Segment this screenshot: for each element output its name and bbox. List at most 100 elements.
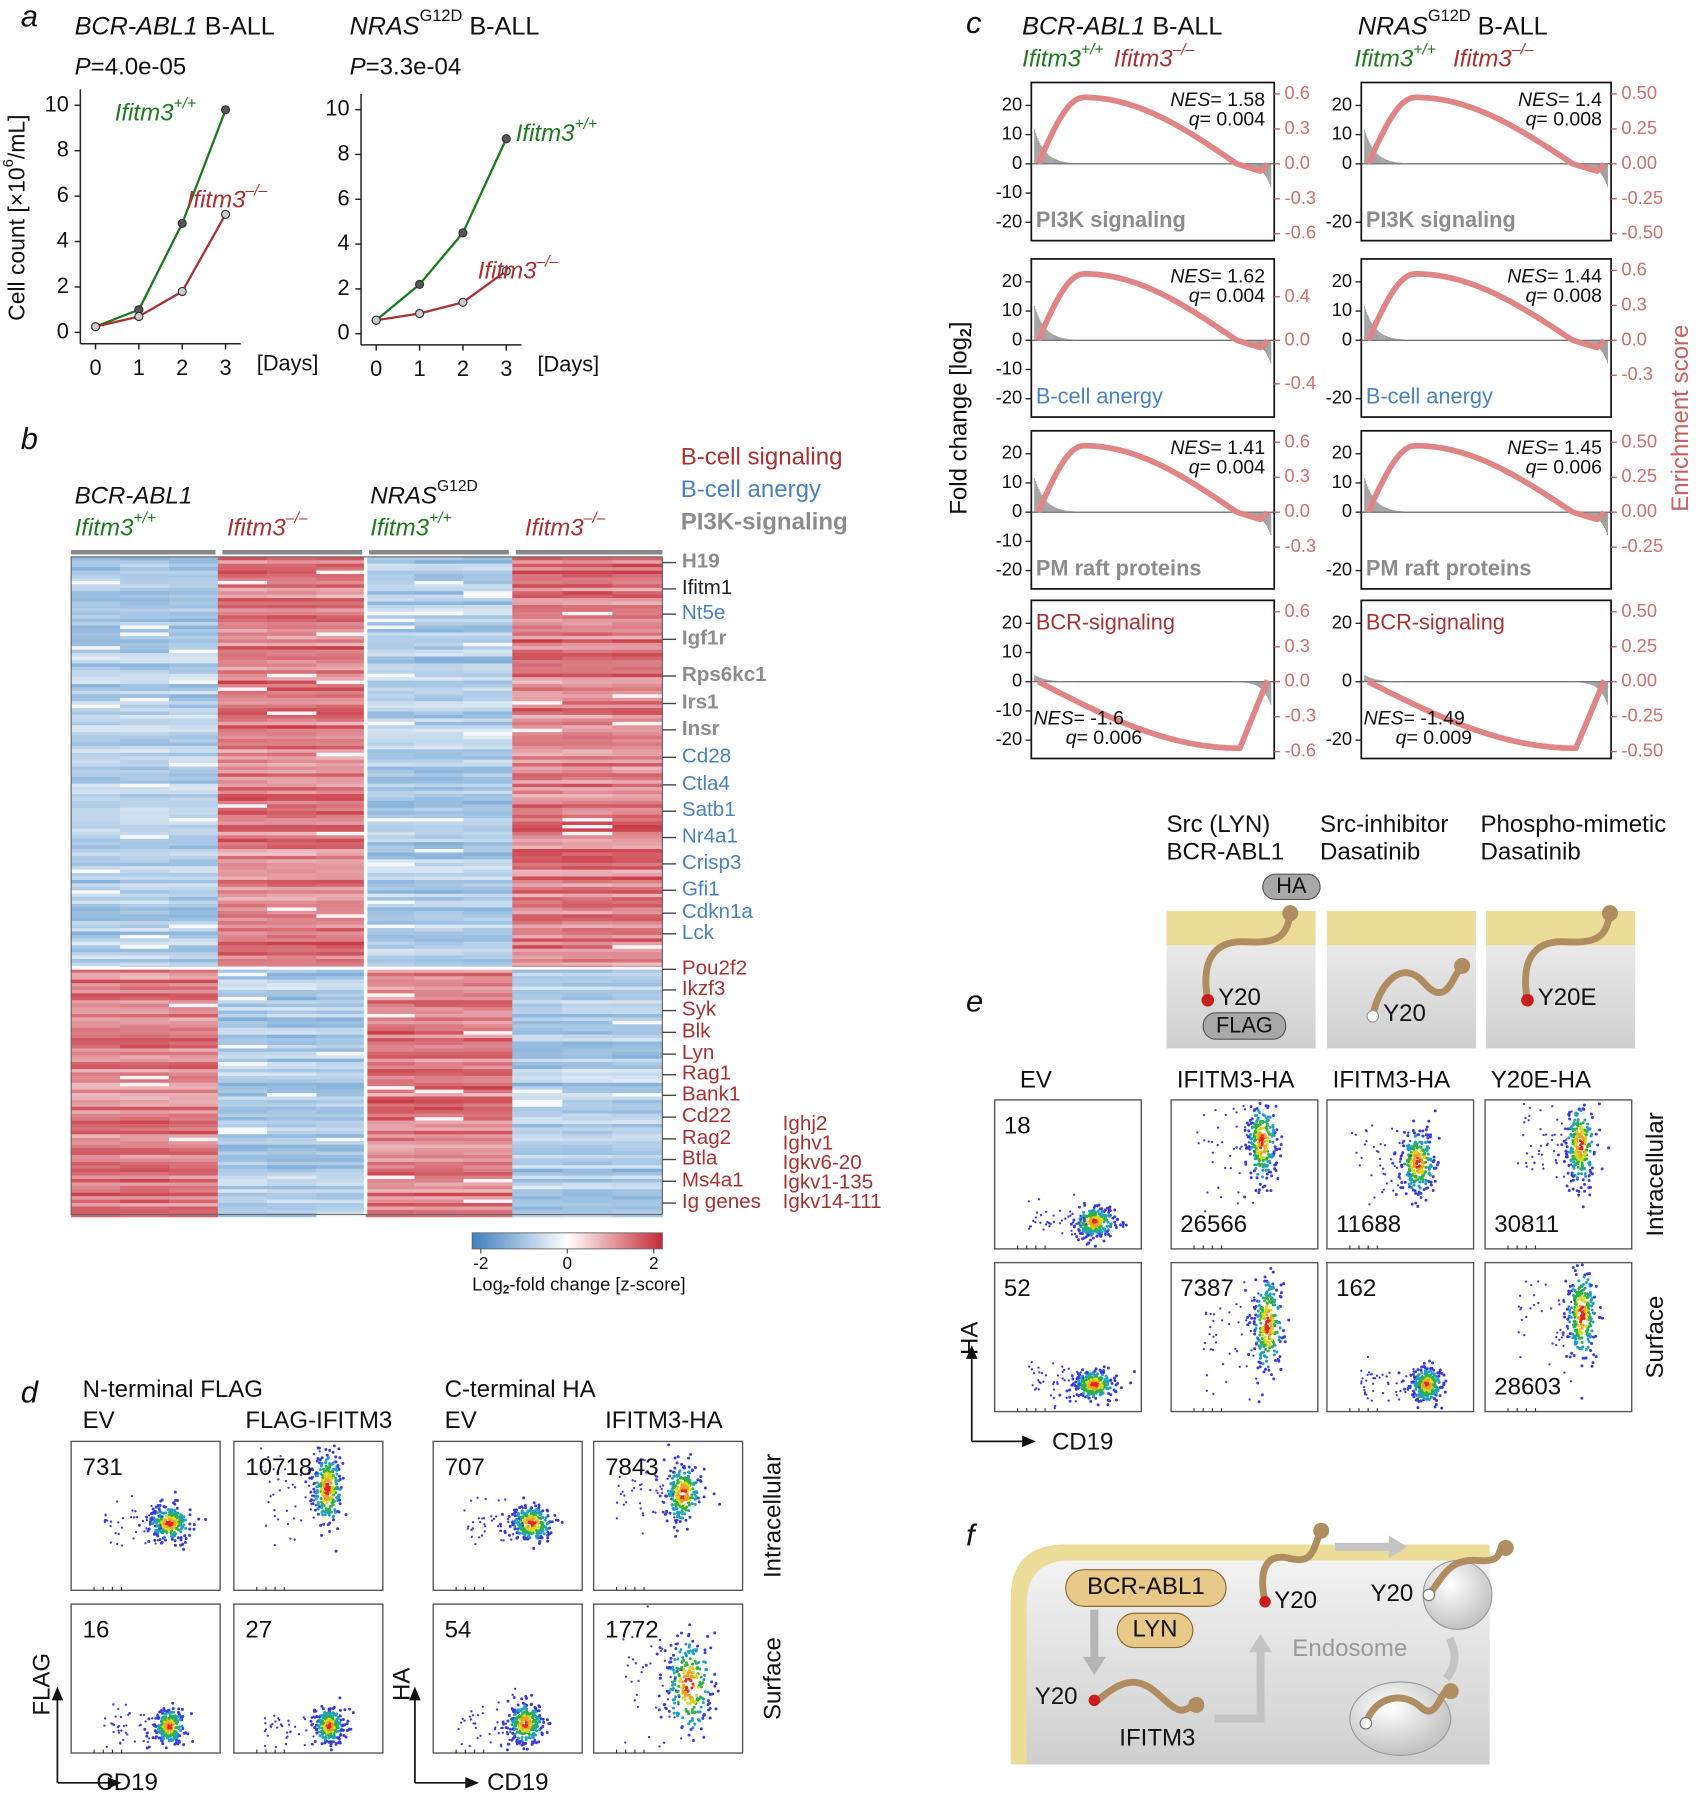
- heatmap-cell: [414, 900, 464, 905]
- y-tick-label: 0: [337, 319, 349, 344]
- heatmap-cell: [316, 776, 367, 781]
- heatmap-cell: [316, 591, 367, 596]
- heatmap-cell: [414, 972, 464, 977]
- heatmap-cell: [168, 924, 219, 929]
- heatmap-cell: [612, 824, 663, 829]
- heatmap-cell: [120, 677, 170, 682]
- flow-dot: [329, 1495, 333, 1499]
- heatmap-cell: [71, 677, 121, 682]
- heatmap-cell: [120, 948, 170, 953]
- heatmap-cell: [612, 611, 663, 616]
- heatmap-cell: [365, 1189, 415, 1194]
- y-tick-label: -20: [996, 387, 1023, 408]
- heatmap-cell: [120, 1120, 170, 1125]
- heatmap-cell: [612, 845, 663, 850]
- heatmap-cell: [267, 1168, 317, 1173]
- heatmap-cell: [120, 993, 170, 998]
- column-header: BCR-ABL1: [75, 483, 193, 510]
- flow-dot: [312, 1516, 315, 1519]
- heatmap-cell: [463, 563, 513, 568]
- heatmap-cell: [71, 928, 121, 932]
- heatmap-cell: [512, 1000, 563, 1005]
- heatmap-cell: [267, 1185, 317, 1190]
- heatmap-cell: [71, 1099, 121, 1104]
- heatmap-cell: [120, 979, 170, 984]
- flow-dot: [324, 1478, 328, 1482]
- gene-label-part: Crisp3: [682, 851, 742, 874]
- heatmap-cell: [562, 917, 613, 922]
- heatmap-cell: [120, 1069, 170, 1073]
- heatmap-cell: [512, 604, 563, 609]
- heatmap-cell: [71, 972, 121, 977]
- heatmap-cell: [612, 752, 663, 757]
- heatmap-cell: [316, 852, 367, 857]
- heatmap-cell: [267, 1096, 317, 1101]
- heatmap-cell: [463, 739, 513, 743]
- heatmap-cell: [365, 1075, 415, 1080]
- heatmap-cell: [562, 1093, 613, 1097]
- flow-dot: [289, 1730, 292, 1733]
- heatmap-cell: [414, 873, 464, 877]
- heatmap-cell: [71, 653, 121, 657]
- x-tick-label: 3: [220, 355, 232, 380]
- flow-dot: [161, 1732, 165, 1736]
- y2-tick-label-part: -0.6: [1285, 739, 1317, 760]
- heatmap-cell: [463, 632, 513, 637]
- heatmap-cell: [512, 1017, 563, 1022]
- heatmap-cell: [365, 567, 415, 572]
- flow-dot: [153, 1512, 156, 1515]
- heatmap-cell: [365, 742, 415, 747]
- heatmap-cell: [463, 800, 513, 805]
- gene-set-label-part: PM raft proteins: [1036, 555, 1202, 580]
- heatmap-cell: [217, 797, 268, 802]
- heatmap-cell: [463, 907, 513, 912]
- heatmap-cell: [612, 849, 663, 853]
- flow-dot: [537, 1503, 541, 1507]
- heatmap-cell: [217, 986, 268, 991]
- column-title: EV: [445, 1407, 477, 1434]
- heatmap-cell: [168, 1151, 219, 1156]
- flow-dot: [328, 1465, 332, 1469]
- heatmap-cell: [463, 1020, 513, 1025]
- heatmap-cell: [168, 1096, 219, 1101]
- flow-dot: [269, 1724, 272, 1727]
- heatmap-cell: [414, 1199, 464, 1204]
- heatmap-cell: [71, 952, 121, 957]
- heatmap-cell: [168, 773, 219, 778]
- flow-dot: [180, 1525, 184, 1529]
- heatmap-cell: [71, 1154, 121, 1159]
- flow-dot: [120, 1544, 124, 1547]
- heatmap-cell: [562, 969, 613, 974]
- heatmap-cell: [217, 1185, 268, 1190]
- heatmap-cell: [562, 818, 613, 822]
- gene-label-part: Lck: [682, 921, 715, 944]
- heatmap-cell: [267, 866, 317, 871]
- heatmap-cell: [365, 1158, 415, 1163]
- heatmap-cell: [414, 1158, 464, 1163]
- heatmap-cell: [120, 924, 170, 929]
- heatmap-cell: [463, 1189, 513, 1194]
- heatmap-cell: [562, 1010, 613, 1015]
- heatmap-cell: [612, 556, 663, 561]
- series-point: [501, 266, 511, 276]
- heatmap-cell: [267, 1196, 317, 1201]
- heatmap-cell: [168, 1017, 219, 1022]
- heatmap-cell: [168, 632, 219, 637]
- heatmap-cell: [612, 766, 663, 771]
- heatmap-cell: [316, 1055, 367, 1060]
- heatmap-cell: [267, 780, 317, 785]
- heatmap-cell: [217, 732, 268, 737]
- heatmap-cell: [120, 697, 170, 702]
- heatmap-cell: [120, 818, 170, 822]
- flow-dot: [523, 1512, 527, 1516]
- heatmap-cell: [168, 584, 219, 589]
- flow-dot: [329, 1480, 333, 1484]
- heatmap-cell: [120, 704, 170, 709]
- flow-dot: [263, 1729, 267, 1733]
- heatmap-cell: [120, 1072, 170, 1077]
- heatmap-cell: [612, 708, 663, 712]
- heatmap-cell: [512, 941, 563, 946]
- heatmap-cell: [562, 873, 613, 877]
- heatmap-cell: [562, 1099, 613, 1104]
- heatmap-cell: [512, 845, 563, 850]
